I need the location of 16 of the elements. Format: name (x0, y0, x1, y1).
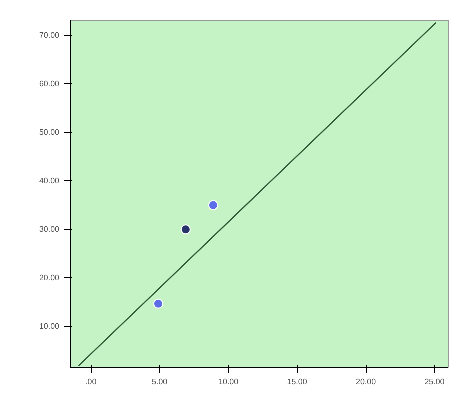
x-tick-label: 15.00 (287, 378, 308, 386)
point (208, 200, 218, 210)
x-tick-label: 5.00 (152, 378, 168, 386)
y-tick-label: 10.00 (39, 322, 60, 332)
y-tick-label: 60.00 (39, 80, 60, 89)
point (153, 298, 164, 309)
point (180, 224, 191, 235)
y-tick-label: 30.00 (39, 225, 60, 234)
y-tick-label: 40.00 (39, 176, 60, 186)
x-tick-label: .00 (86, 378, 98, 386)
y-tick-label: 20.00 (39, 274, 60, 283)
y-tick-label: 70.00 (39, 31, 60, 40)
x-tick-label: 10.00 (218, 378, 240, 386)
x-tick-label: 25.00 (424, 378, 446, 386)
y-tick-label: 50.00 (39, 128, 60, 138)
x-tick-label: 20.00 (356, 378, 377, 386)
